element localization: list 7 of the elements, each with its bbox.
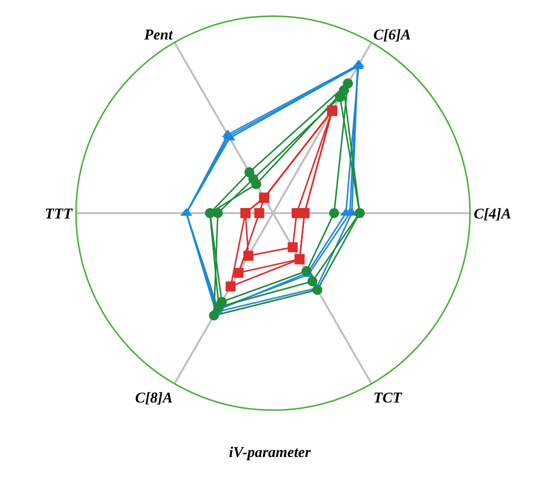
spoke-label: TCT bbox=[373, 390, 403, 407]
spoke-label: TTT bbox=[44, 206, 74, 222]
text: iV-parameter bbox=[229, 445, 311, 461]
spoke-label: C[6]A bbox=[373, 27, 411, 44]
spoke-label: C[4]A bbox=[474, 206, 512, 222]
spoke-label: Pent bbox=[144, 27, 174, 44]
spoke-label: C[8]A bbox=[135, 390, 173, 407]
